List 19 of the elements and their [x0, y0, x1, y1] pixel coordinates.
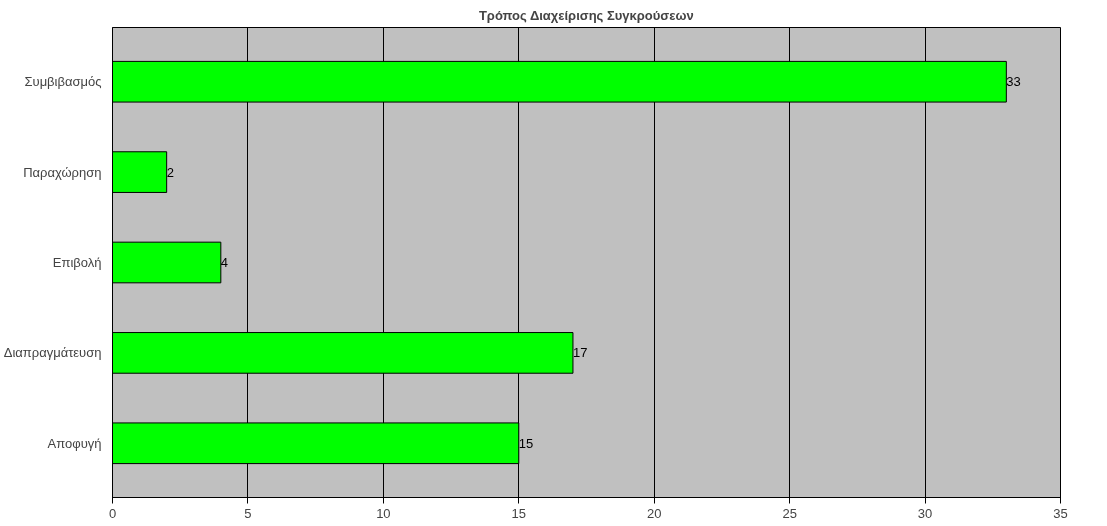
data-label: 4	[220, 255, 229, 270]
y-tick-label: Παραχώρηση	[23, 164, 102, 180]
x-tick-label: 30	[917, 505, 933, 521]
y-tick-label: Συμβιβασμός	[24, 74, 102, 90]
data-label: 33	[1006, 74, 1021, 90]
x-tick-label: 25	[782, 505, 797, 521]
data-label: 17	[572, 345, 588, 361]
y-tick-label: Διαπραγμάτευση	[3, 345, 102, 361]
y-tick-label: Αποφυγή	[47, 435, 102, 451]
x-tick-label: 15	[511, 505, 527, 521]
x-tick-label: 10	[376, 505, 391, 521]
y-tick-label: Επιβολή	[52, 255, 102, 270]
x-tick-label: 20	[646, 505, 662, 521]
data-label: 2	[166, 164, 174, 180]
x-tick-label: 5	[244, 505, 252, 521]
data-label: 15	[518, 435, 534, 451]
x-tick-label: 0	[108, 505, 117, 521]
chart-title: Τρόπος Διαχείρισης Συγκρούσεων	[478, 7, 694, 23]
x-tick-label: 35	[1053, 505, 1068, 521]
